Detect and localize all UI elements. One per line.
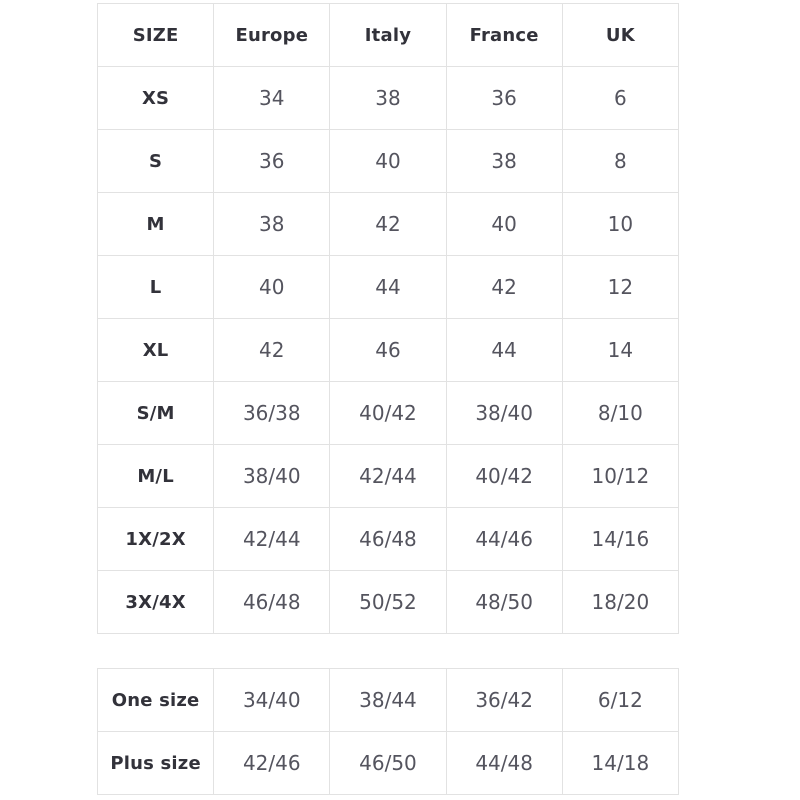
row-label: 1X/2X: [96, 507, 215, 571]
size-value-cell: 6: [561, 66, 680, 130]
size-value-cell: 34/40: [213, 668, 331, 732]
table-row: S 36 40 38 8: [96, 129, 680, 193]
table-row: XS 34 38 36 6: [96, 66, 680, 130]
row-label: XS: [96, 66, 215, 130]
size-value-cell: 44: [445, 318, 563, 382]
size-table-header: SIZE Europe Italy France UK: [96, 3, 680, 67]
size-value-cell: 42/46: [213, 731, 331, 795]
table-row: L 40 44 42 12: [96, 255, 680, 319]
column-header: SIZE: [96, 3, 215, 67]
size-value-cell: 18/20: [561, 570, 680, 634]
size-value-cell: 40: [445, 192, 563, 256]
size-value-cell: 36: [445, 66, 563, 130]
table-gap: [97, 634, 800, 668]
size-conversion-table: SIZE Europe Italy France UK XS 34 38 36 6 S 36 40 38…: [96, 3, 680, 634]
size-value-cell: 42/44: [329, 444, 447, 508]
header-row: SIZE Europe Italy France UK: [96, 3, 680, 67]
column-header: Italy: [329, 3, 447, 67]
size-value-cell: 44/46: [445, 507, 563, 571]
row-label: 3X/4X: [96, 570, 215, 634]
row-label: L: [96, 255, 215, 319]
size-value-cell: 42: [445, 255, 563, 319]
size-value-cell: 46/48: [329, 507, 447, 571]
size-value-cell: 12: [561, 255, 680, 319]
table-row: 1X/2X 42/44 46/48 44/46 14/16: [96, 507, 680, 571]
size-value-cell: 40: [213, 255, 331, 319]
row-label: One size: [96, 668, 215, 732]
size-value-cell: 38: [445, 129, 563, 193]
column-header: Europe: [213, 3, 331, 67]
size-value-cell: 46/50: [329, 731, 447, 795]
size-value-cell: 40: [329, 129, 447, 193]
row-label: S: [96, 129, 215, 193]
size-value-cell: 8: [561, 129, 680, 193]
size-value-cell: 42: [213, 318, 331, 382]
size-value-cell: 38: [329, 66, 447, 130]
size-value-cell: 10/12: [561, 444, 680, 508]
size-value-cell: 14/18: [561, 731, 680, 795]
special-sizes-table-body: One size 34/40 38/44 36/42 6/12 Plus size 42/4…: [96, 668, 680, 795]
size-value-cell: 6/12: [561, 668, 680, 732]
table-row: XL 42 46 44 14: [96, 318, 680, 382]
table-row: S/M 36/38 40/42 38/40 8/10: [96, 381, 680, 445]
table-row: Plus size 42/46 46/50 44/48 14/18: [96, 731, 680, 795]
row-label: M: [96, 192, 215, 256]
size-value-cell: 42: [329, 192, 447, 256]
table-row: One size 34/40 38/44 36/42 6/12: [96, 668, 680, 732]
size-value-cell: 14/16: [561, 507, 680, 571]
column-header: UK: [561, 3, 680, 67]
size-value-cell: 46/48: [213, 570, 331, 634]
size-table-body: XS 34 38 36 6 S 36 40 38 8 M 38 42 40 10 L 40 44 42 12 XL 42 4…: [96, 66, 680, 634]
size-value-cell: 36/42: [445, 668, 563, 732]
table-row: M/L 38/40 42/44 40/42 10/12: [96, 444, 680, 508]
size-value-cell: 48/50: [445, 570, 563, 634]
size-value-cell: 36/38: [213, 381, 331, 445]
size-value-cell: 36: [213, 129, 331, 193]
row-label: XL: [96, 318, 215, 382]
size-value-cell: 38/44: [329, 668, 447, 732]
size-value-cell: 34: [213, 66, 331, 130]
size-value-cell: 38/40: [445, 381, 563, 445]
size-value-cell: 8/10: [561, 381, 680, 445]
size-value-cell: 50/52: [329, 570, 447, 634]
size-value-cell: 14: [561, 318, 680, 382]
size-value-cell: 40/42: [445, 444, 563, 508]
special-sizes-table: One size 34/40 38/44 36/42 6/12 Plus size 42/4…: [96, 668, 680, 795]
row-label: Plus size: [96, 731, 215, 795]
size-value-cell: 44/48: [445, 731, 563, 795]
row-label: S/M: [96, 381, 215, 445]
size-value-cell: 38: [213, 192, 331, 256]
size-value-cell: 38/40: [213, 444, 331, 508]
size-value-cell: 40/42: [329, 381, 447, 445]
row-label: M/L: [96, 444, 215, 508]
column-header: France: [445, 3, 563, 67]
size-value-cell: 46: [329, 318, 447, 382]
size-value-cell: 42/44: [213, 507, 331, 571]
size-value-cell: 44: [329, 255, 447, 319]
size-value-cell: 10: [561, 192, 680, 256]
table-row: 3X/4X 46/48 50/52 48/50 18/20: [96, 570, 680, 634]
table-row: M 38 42 40 10: [96, 192, 680, 256]
